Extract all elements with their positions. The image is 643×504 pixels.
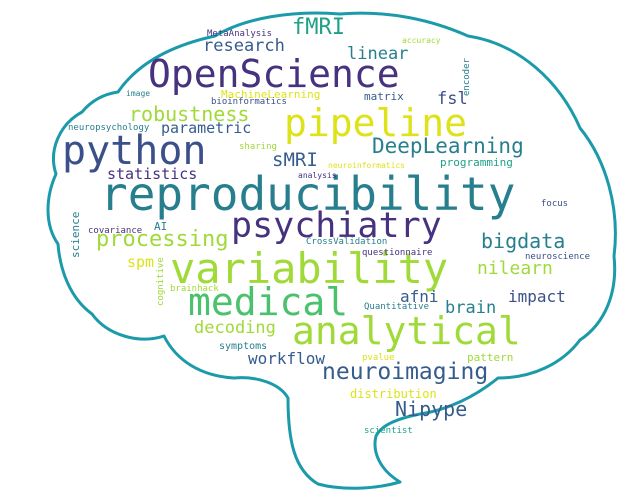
word-cognitive: cognitive [156, 257, 166, 306]
word-distribution: distribution [350, 387, 437, 401]
word-python: python [62, 128, 207, 174]
word-scientist: scientist [364, 426, 413, 436]
word-matrix: matrix [364, 90, 404, 103]
word-neuroinformatics: neuroinformatics [328, 161, 406, 170]
word-statistics: statistics [107, 165, 198, 183]
word-metaanalysis: MetaAnalysis [207, 29, 273, 39]
word-nipype: Nipype [395, 397, 468, 421]
word-science: science [69, 211, 82, 258]
word-afni: afni [400, 287, 439, 306]
word-pipeline: pipeline [284, 101, 468, 145]
word-smri: sMRI [272, 149, 318, 171]
word-bigdata: bigdata [481, 229, 566, 253]
word-ai: AI [154, 220, 168, 233]
brain-outline-path [46, 11, 617, 490]
word-deeplearning: DeepLearning [372, 134, 524, 158]
word-analysis: analysis [298, 171, 337, 180]
word-psychiatry: psychiatry [231, 206, 442, 246]
word-workflow: workflow [248, 349, 326, 368]
word-focus: focus [541, 199, 569, 209]
word-brain: brain [445, 298, 497, 318]
word-quantitative: Quantitative [364, 302, 430, 312]
word-medical: medical [188, 280, 349, 324]
word-variability: variability [170, 244, 449, 293]
word-analytical: analytical [292, 309, 521, 353]
word-sharing: sharing [239, 142, 277, 152]
word-decoding: decoding [194, 318, 276, 338]
word-pattern: pattern [467, 351, 514, 364]
word-questionnaire: questionnaire [362, 248, 433, 258]
word-spm: spm [127, 253, 155, 271]
word-parametric: parametric [161, 119, 252, 137]
word-accuracy: accuracy [402, 36, 441, 45]
word-symptoms: symptoms [219, 341, 268, 352]
word-research: research [203, 36, 285, 56]
word-bioinformatics: bioinformatics [211, 97, 287, 107]
word-programming: programming [440, 156, 513, 169]
word-crossvalidation: CrossValidation [306, 237, 388, 247]
word-linear: linear [347, 44, 409, 64]
word-processing: processing [96, 227, 229, 252]
word-covariance: covariance [88, 226, 143, 236]
word-brainhack: brainhack [170, 284, 219, 294]
word-fsl: fsl [437, 89, 468, 109]
word-reproducibility: reproducibility [100, 167, 516, 221]
word-image: image [126, 89, 151, 98]
word-fmri: fMRI [292, 15, 345, 40]
word-impact: impact [508, 287, 566, 306]
word-neuropsychology: neuropsychology [68, 123, 150, 133]
word-neuroimaging: neuroimaging [322, 359, 489, 385]
word-encoder: encoder [462, 58, 472, 96]
word-pvalue: pvalue [362, 353, 395, 363]
word-machinelearning: MachineLearning [221, 88, 321, 101]
word-robustness: robustness [129, 102, 250, 126]
word-openscience: OpenScience [148, 52, 400, 96]
word-nilearn: nilearn [477, 258, 553, 279]
word-neuroscience: neuroscience [525, 252, 591, 262]
